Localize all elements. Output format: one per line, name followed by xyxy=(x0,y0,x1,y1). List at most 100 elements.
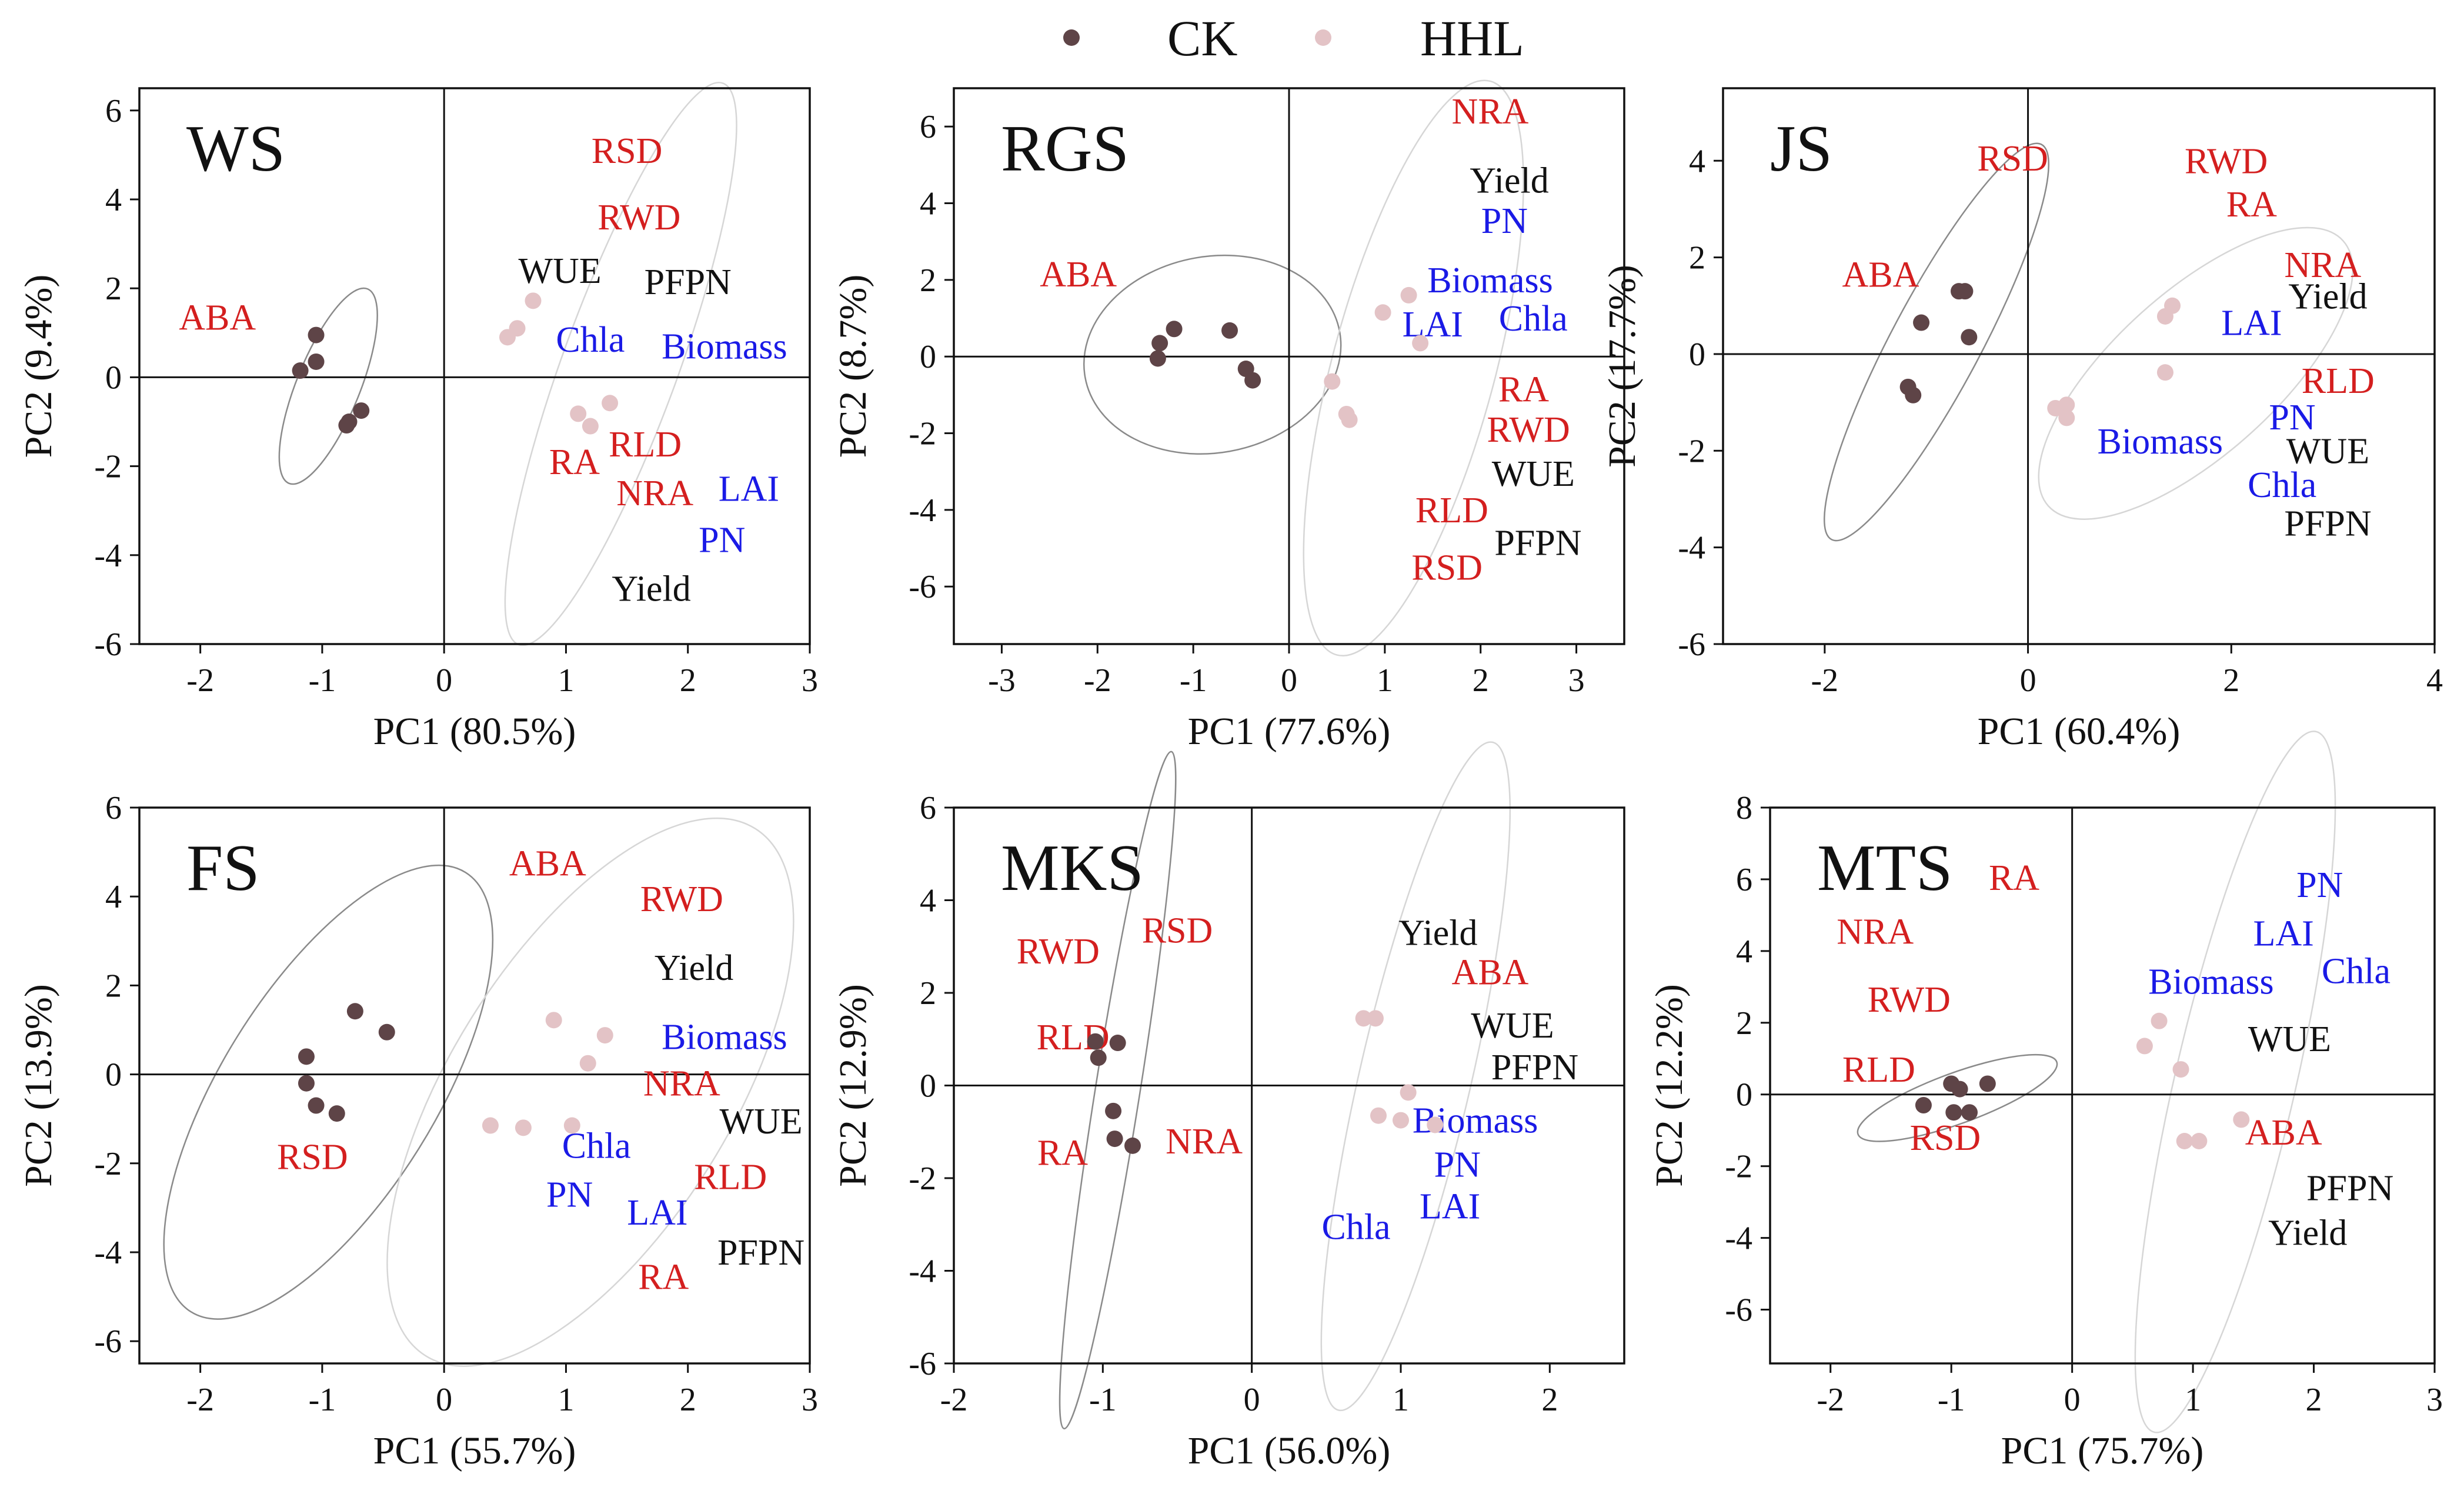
mks-variable-label-chla: Chla xyxy=(1321,1208,1390,1248)
mks-y-axis-label: PC2 (12.9%) xyxy=(832,984,874,1187)
mts-point-hhl xyxy=(2136,1038,2153,1055)
rgs-y-tick-label: 0 xyxy=(920,339,936,375)
mts-point-ck xyxy=(1979,1075,1996,1092)
js-x-tick-label: 0 xyxy=(2020,662,2036,699)
ws-x-axis-label: PC1 (80.5%) xyxy=(373,710,576,753)
legend-label-ck: CK xyxy=(1167,10,1237,66)
js-point-ck xyxy=(1913,314,1930,331)
mks-x-axis-label: PC1 (56.0%) xyxy=(1188,1429,1391,1472)
ws-x-tick-label: 3 xyxy=(802,662,818,699)
fs-y-tick-label: 6 xyxy=(105,790,122,826)
fs-ellipse-ck xyxy=(163,864,494,1320)
ws-variable-label-yield: Yield xyxy=(612,569,690,609)
mks-point-hhl xyxy=(1427,1116,1444,1133)
ws-variable-label-biomass: Biomass xyxy=(662,326,787,366)
fs-y-tick-label: 0 xyxy=(105,1057,122,1093)
rgs-point-ck xyxy=(1166,321,1183,338)
mks-point-ck xyxy=(1105,1102,1122,1119)
ws-point-hhl xyxy=(499,329,516,346)
legend: CK HHL xyxy=(1063,10,1524,66)
js-variable-label-rld: RLD xyxy=(2302,361,2375,401)
js-variable-label-lai: LAI xyxy=(2221,304,2282,344)
mts-point-ck xyxy=(1945,1104,1962,1121)
js-y-tick-label: -2 xyxy=(1678,433,1705,469)
rgs-x-tick-label: 2 xyxy=(1473,662,1489,699)
rgs-y-tick-label: -2 xyxy=(909,416,936,452)
js-y-tick-label: -6 xyxy=(1678,626,1705,663)
mts-y-tick-label: -6 xyxy=(1725,1292,1752,1329)
mts-variable-label-yield: Yield xyxy=(2268,1213,2347,1253)
mts-point-ck xyxy=(1951,1081,1968,1098)
fs-point-ck xyxy=(346,1003,363,1020)
rgs-variable-label-lai: LAI xyxy=(1403,305,1463,345)
ws-point-ck xyxy=(338,417,355,434)
mks-x-tick-label: -2 xyxy=(940,1382,968,1418)
mks-y-tick-label: 4 xyxy=(920,883,936,919)
ws-variable-label-chla: Chla xyxy=(556,320,625,360)
mks-x-tick-label: -1 xyxy=(1089,1382,1117,1418)
fs-y-tick-label: -6 xyxy=(94,1323,122,1360)
mts-y-tick-label: 6 xyxy=(1736,862,1752,898)
fs-x-tick-label: 0 xyxy=(436,1382,452,1418)
js-point-ck xyxy=(1905,386,1922,403)
mts-x-tick-label: -1 xyxy=(1938,1382,1965,1418)
rgs-point-ck xyxy=(1244,372,1261,389)
rgs-variable-label-rwd: RWD xyxy=(1487,410,1570,450)
rgs-x-tick-label: -2 xyxy=(1084,662,1111,699)
ws-variable-label-aba: ABA xyxy=(179,298,256,338)
mks-variable-label-rwd: RWD xyxy=(1017,932,1100,972)
fs-point-ck xyxy=(308,1097,325,1114)
ws-variable-label-rwd: RWD xyxy=(597,198,680,238)
js-point-hhl xyxy=(2047,399,2064,416)
fs-y-axis-label: PC2 (13.9%) xyxy=(17,984,60,1187)
rgs-y-tick-label: -4 xyxy=(909,492,936,529)
mts-variable-label-nra: NRA xyxy=(1837,912,1914,952)
rgs-variable-label-yield: Yield xyxy=(1470,161,1548,201)
rgs-variable-label-wue: WUE xyxy=(1492,454,1575,494)
rgs-variable-label-chla: Chla xyxy=(1499,299,1568,339)
js-y-tick-label: 2 xyxy=(1689,240,1705,276)
fs-point-ck xyxy=(328,1105,345,1122)
js-variable-label-pn: PN xyxy=(2269,398,2315,438)
legend-label-hhl: HHL xyxy=(1420,10,1524,66)
rgs-x-axis-label: PC1 (77.6%) xyxy=(1188,710,1391,753)
mks-point-hhl xyxy=(1367,1010,1384,1027)
mts-variable-label-wue: WUE xyxy=(2248,1019,2331,1059)
ws-plot-frame xyxy=(138,87,811,645)
mts-y-axis-label: PC2 (12.2%) xyxy=(1648,984,1691,1187)
ws-y-tick-label: 6 xyxy=(105,93,122,129)
fs-variable-label-lai: LAI xyxy=(627,1193,687,1233)
mts-point-hhl xyxy=(2151,1012,2168,1029)
mks-point-ck xyxy=(1087,1033,1104,1050)
mts-y-tick-label: 8 xyxy=(1736,790,1752,826)
js-variable-label-rsd: RSD xyxy=(1977,139,2048,179)
mks-point-ck xyxy=(1090,1049,1107,1066)
mts-variable-label-rwd: RWD xyxy=(1868,980,1951,1020)
ws-point-hhl xyxy=(582,418,599,435)
ws-point-ck xyxy=(308,326,325,344)
fs-x-tick-label: 2 xyxy=(680,1382,696,1418)
mks-variable-label-ra: RA xyxy=(1037,1133,1088,1173)
mts-x-tick-label: 2 xyxy=(2306,1382,2322,1418)
mks-x-tick-label: 0 xyxy=(1244,1382,1260,1418)
mks-point-ck xyxy=(1124,1137,1141,1154)
ws-y-tick-label: -6 xyxy=(94,626,122,663)
ws-variable-label-rsd: RSD xyxy=(592,131,663,171)
ws-y-tick-label: 4 xyxy=(105,182,122,218)
fs-x-tick-label: -2 xyxy=(186,1382,214,1418)
ws-point-hhl xyxy=(602,395,619,412)
mks-y-tick-label: -6 xyxy=(909,1346,936,1382)
mks-variable-label-nra: NRA xyxy=(1166,1122,1243,1162)
rgs-variable-label-aba: ABA xyxy=(1040,255,1117,295)
mts-point-hhl xyxy=(2191,1133,2208,1149)
ws-variable-label-pn: PN xyxy=(699,520,745,560)
rgs-point-hhl xyxy=(1412,335,1429,352)
ws-variable-label-rld: RLD xyxy=(609,425,682,465)
js-point-hhl xyxy=(2058,409,2075,426)
mks-y-tick-label: 0 xyxy=(920,1068,936,1105)
js-variable-label-biomass: Biomass xyxy=(2097,422,2223,462)
fs-variable-label-rld: RLD xyxy=(694,1157,767,1197)
